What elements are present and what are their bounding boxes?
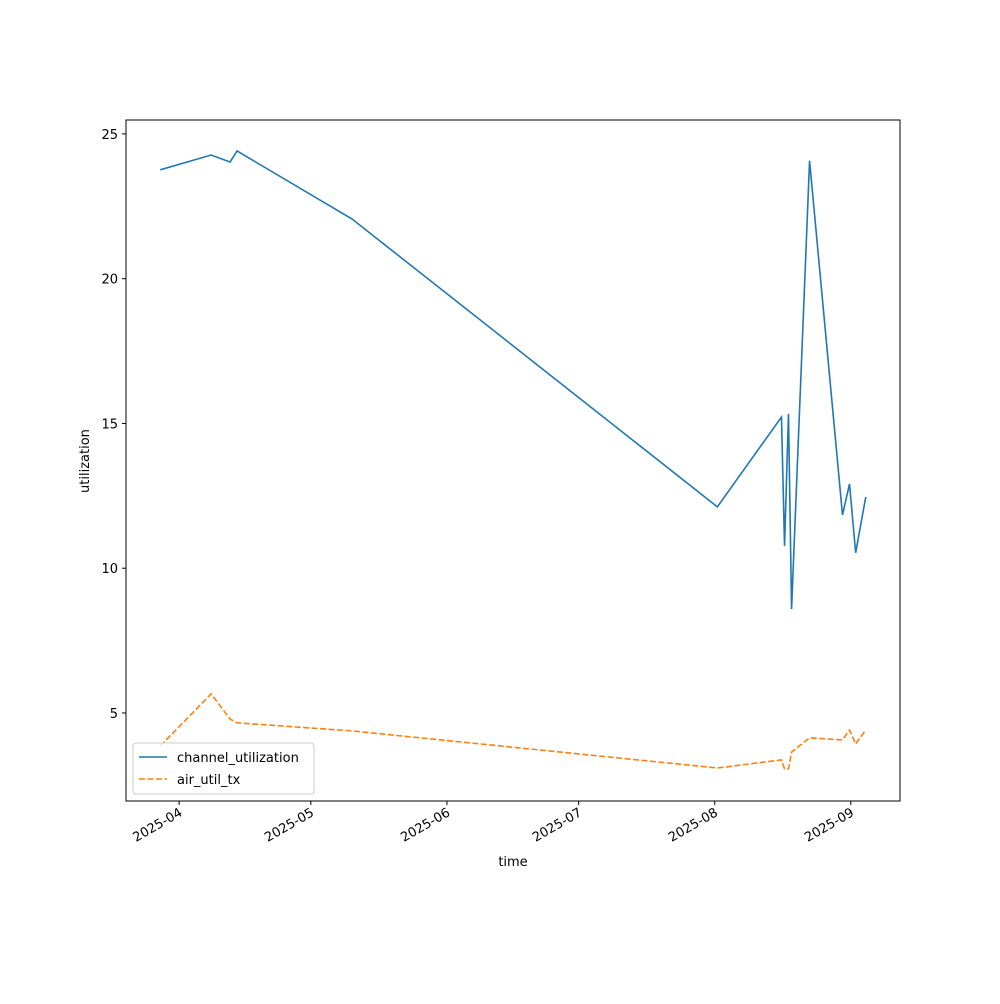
axes-frame bbox=[125, 119, 901, 802]
series-line bbox=[160, 149, 867, 610]
y-tick-label: 5 bbox=[110, 707, 118, 722]
legend-box bbox=[132, 742, 315, 795]
y-tick-label: 20 bbox=[101, 273, 118, 288]
legend-label: air_util_tx bbox=[177, 773, 241, 788]
legend-label: channel_utilization bbox=[177, 751, 299, 766]
y-axis-label: utilization bbox=[78, 429, 93, 493]
y-tick-label: 10 bbox=[101, 562, 118, 577]
series-line bbox=[159, 692, 867, 770]
x-axis-label: time bbox=[498, 855, 527, 870]
y-tick-label: 25 bbox=[101, 128, 118, 143]
y-tick-label: 15 bbox=[101, 417, 118, 432]
